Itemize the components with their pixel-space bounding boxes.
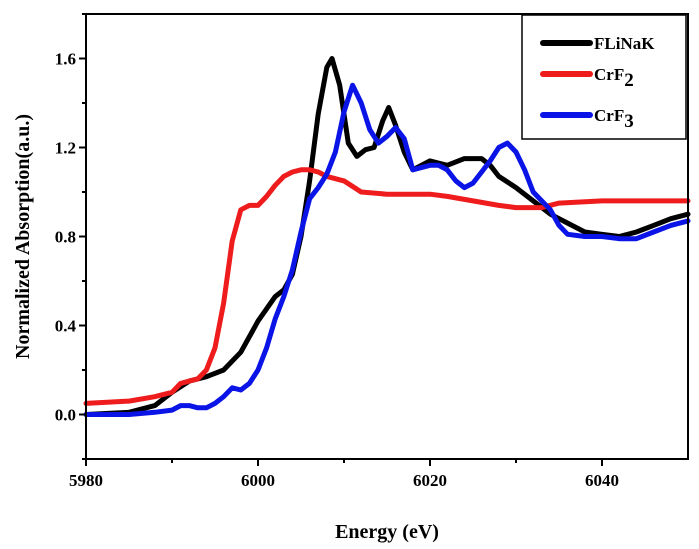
y-tick-label: 0.4 xyxy=(55,317,77,336)
x-tick-label: 6000 xyxy=(241,471,275,490)
series-line-flinak xyxy=(83,56,691,417)
x-tick-label: 5980 xyxy=(69,471,103,490)
x-tick-label: 6020 xyxy=(413,471,447,490)
series-line-crf3 xyxy=(83,82,691,417)
legend-subscript: 3 xyxy=(624,111,634,132)
legend-subscript: 2 xyxy=(624,70,634,91)
x-axis-title: Energy (eV) xyxy=(335,521,439,543)
legend-label-flinak: FLiNaK xyxy=(594,34,655,53)
x-tick-label: 6040 xyxy=(585,471,619,490)
y-tick-label: 1.6 xyxy=(55,50,76,69)
y-axis-ticks: 0.0 0.4 0.8 1.2 1.6 xyxy=(55,13,86,460)
y-axis-title: Normalized Absorption(a.u.) xyxy=(12,114,34,359)
x-axis-ticks: 5980 6000 6020 6040 xyxy=(69,459,619,490)
y-tick-label: 0.0 xyxy=(55,406,76,425)
series-layer xyxy=(83,56,691,417)
series-line-crf2 xyxy=(83,167,691,406)
y-tick-label: 0.8 xyxy=(55,228,76,247)
y-tick-label: 1.2 xyxy=(55,139,76,158)
